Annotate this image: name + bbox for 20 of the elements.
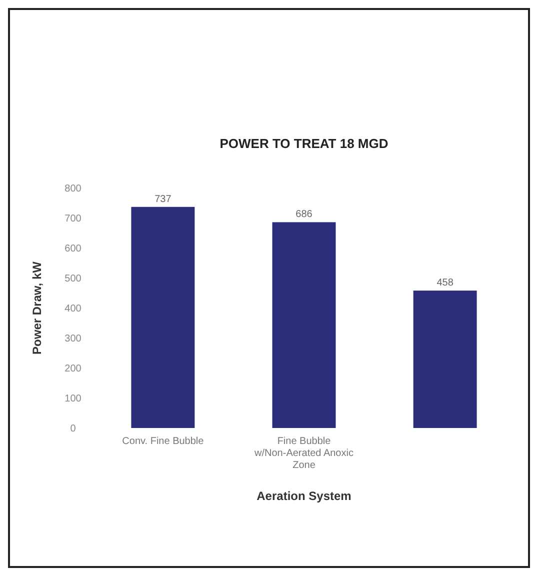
y-tick-label: 600 <box>64 244 82 254</box>
y-tick-label: 300 <box>64 334 82 344</box>
bar <box>413 290 477 428</box>
y-tick-label: 800 <box>64 184 82 194</box>
data-label: 458 <box>436 278 454 289</box>
chart-title: POWER TO TREAT 18 MGD <box>220 136 388 151</box>
y-tick-label: 100 <box>64 394 82 404</box>
y-tick-label: 400 <box>64 304 82 314</box>
x-tick-label: Conv. Fine Bubble <box>122 436 204 447</box>
data-label: 737 <box>154 194 172 205</box>
y-tick-label: 200 <box>64 364 82 374</box>
y-tick-label: 700 <box>64 214 82 224</box>
y-tick-label: 500 <box>64 274 82 284</box>
data-label: 686 <box>296 209 313 220</box>
x-axis-title: Aeration System <box>256 489 352 503</box>
y-tick-label: 0 <box>70 424 76 434</box>
bar <box>131 206 195 428</box>
bar <box>272 222 336 428</box>
y-axis-title: Power Draw, kW <box>30 260 44 354</box>
x-tick-label: Fine Bubble w/Non-Aerated Anoxic Zone <box>254 436 354 471</box>
